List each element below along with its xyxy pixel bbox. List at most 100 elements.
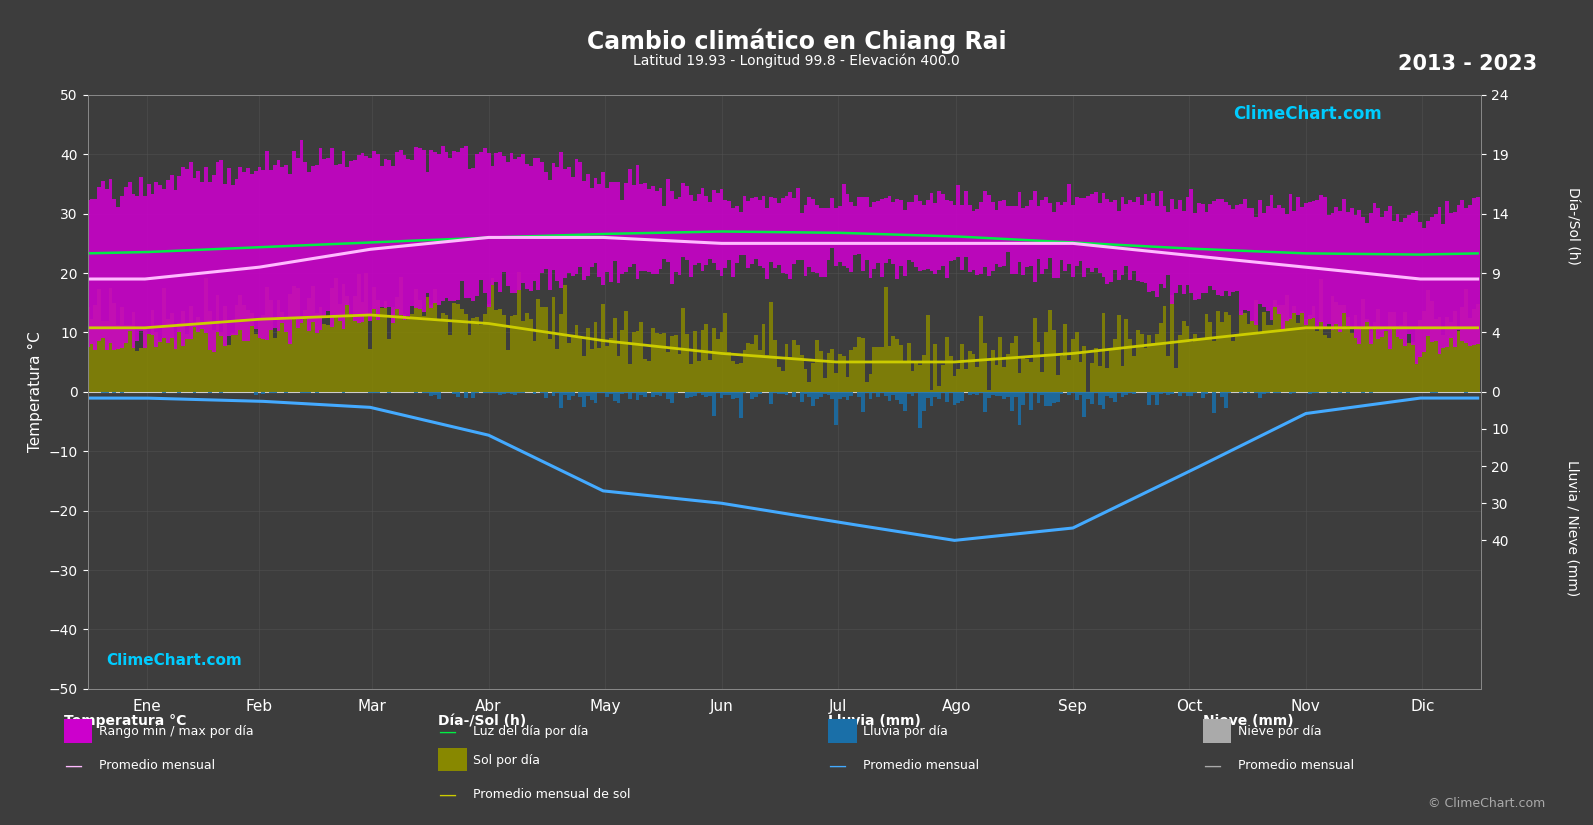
Bar [135, 196, 139, 341]
Bar [819, 392, 822, 397]
Bar [288, 294, 292, 392]
Bar [988, 195, 991, 276]
Bar [1475, 304, 1480, 392]
Bar [190, 163, 193, 339]
Bar [1037, 206, 1040, 258]
Bar [819, 208, 822, 277]
Bar [773, 340, 777, 392]
Bar [151, 310, 155, 392]
Bar [1147, 335, 1152, 392]
Bar [1338, 392, 1343, 394]
Bar [999, 200, 1002, 266]
Bar [341, 150, 346, 329]
Bar [1185, 392, 1190, 396]
Bar [1324, 335, 1327, 392]
Bar [468, 169, 472, 298]
Bar [1215, 311, 1220, 392]
Bar [1305, 203, 1308, 325]
Bar [97, 289, 100, 392]
Bar [1231, 209, 1235, 292]
Bar [808, 382, 811, 392]
Bar [483, 314, 487, 392]
Bar [562, 392, 567, 395]
Bar [1193, 213, 1196, 300]
Bar [444, 152, 449, 298]
Bar [1228, 315, 1231, 392]
Bar [567, 392, 570, 400]
Bar [464, 146, 468, 298]
Bar [315, 392, 319, 394]
Bar [655, 191, 658, 274]
Bar [1343, 200, 1346, 314]
Bar [559, 314, 562, 392]
Bar [949, 201, 953, 261]
Bar [387, 392, 392, 394]
Bar [734, 364, 739, 392]
Bar [975, 209, 980, 275]
Bar [961, 205, 964, 270]
Bar [712, 392, 715, 417]
Bar [264, 151, 269, 340]
Bar [1106, 392, 1109, 397]
Bar [758, 350, 761, 392]
Bar [911, 392, 914, 396]
Bar [1045, 392, 1048, 406]
Bar [1136, 197, 1139, 281]
Bar [1258, 200, 1262, 304]
Bar [1380, 327, 1384, 392]
Bar [739, 392, 742, 418]
Bar [873, 347, 876, 392]
Bar [693, 392, 696, 396]
Bar [116, 325, 119, 392]
Bar [822, 378, 827, 392]
Bar [357, 155, 360, 323]
Bar [472, 392, 475, 398]
Bar [1418, 320, 1423, 392]
Bar [1117, 211, 1120, 280]
Bar [1037, 392, 1040, 403]
Bar [139, 177, 143, 332]
Bar [674, 336, 677, 392]
Bar [158, 185, 162, 342]
Bar [728, 392, 731, 395]
Bar [773, 392, 777, 393]
Bar [1147, 200, 1152, 292]
Bar [228, 168, 231, 336]
Bar [185, 169, 190, 339]
Bar [1212, 392, 1215, 413]
Bar [854, 206, 857, 255]
Bar [1365, 223, 1368, 322]
Bar [1109, 350, 1114, 392]
Bar [620, 330, 624, 392]
Bar [1262, 392, 1266, 394]
Bar [193, 178, 196, 327]
Bar [127, 182, 132, 331]
Bar [1434, 392, 1437, 393]
Bar [933, 392, 937, 398]
Bar [292, 151, 296, 317]
Bar [502, 156, 507, 272]
Bar [307, 172, 311, 332]
Bar [953, 205, 956, 260]
Bar [521, 154, 524, 283]
Bar [1109, 392, 1114, 398]
Bar [594, 322, 597, 392]
Bar [1090, 392, 1094, 403]
Bar [303, 310, 307, 392]
Bar [510, 392, 513, 394]
Bar [953, 376, 956, 392]
Bar [124, 187, 127, 343]
Bar [1037, 342, 1040, 392]
Bar [846, 194, 849, 268]
Bar [406, 159, 411, 316]
Bar [487, 304, 491, 392]
Bar [124, 325, 127, 392]
Bar [299, 320, 303, 392]
Bar [1032, 191, 1037, 282]
Bar [250, 174, 253, 327]
Bar [895, 392, 898, 400]
Bar [223, 306, 228, 392]
Bar [1106, 199, 1109, 285]
Bar [521, 321, 524, 392]
Bar [220, 392, 223, 394]
